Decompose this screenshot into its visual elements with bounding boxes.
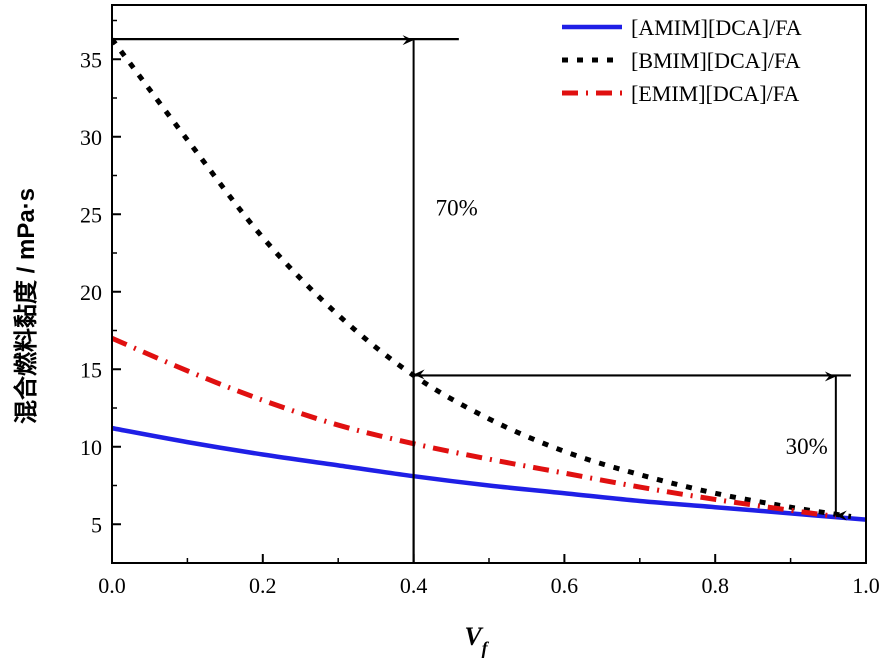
legend-label-2: [BMIM][DCA]/FA xyxy=(631,48,801,73)
x-tick-label: 0.2 xyxy=(249,573,277,598)
legend: [AMIM][DCA]/FA [BMIM][DCA]/FA [EMIM][DCA]/… xyxy=(562,15,802,106)
y-axis: 5 10 15 20 25 30 35 xyxy=(80,19,121,537)
x-axis-label-subscript: f xyxy=(482,638,490,658)
y-tick-label: 15 xyxy=(80,357,102,382)
series-layer xyxy=(112,37,866,522)
series-line-1 xyxy=(112,425,866,522)
y-tick-label: 10 xyxy=(80,435,102,460)
y-tick-label: 25 xyxy=(80,202,102,227)
arrow-label-1: 70% xyxy=(436,195,478,220)
x-tick-label: 0.6 xyxy=(551,573,579,598)
y-tick-label: 5 xyxy=(91,512,102,537)
y-axis-label: 混合燃料黏度 / mPa·s xyxy=(12,188,40,424)
x-axis: 0.0 0.2 0.4 0.6 0.8 1.0 xyxy=(98,554,880,598)
y-tick-label: 30 xyxy=(80,125,102,150)
series-line-2 xyxy=(112,37,852,519)
x-tick-label: 0.4 xyxy=(400,573,428,598)
annotations: 70% 30% xyxy=(402,35,847,521)
x-axis-label: Vf xyxy=(464,622,489,658)
x-axis-label-main: V xyxy=(464,622,484,651)
x-tick-label: 0.8 xyxy=(701,573,729,598)
legend-label-1: [AMIM][DCA]/FA xyxy=(631,15,802,40)
reference-lines xyxy=(112,37,851,563)
y-tick-label: 20 xyxy=(80,280,102,305)
x-tick-label: 0.0 xyxy=(98,573,126,598)
arrow-label-2: 30% xyxy=(786,434,828,459)
series-line-3 xyxy=(112,335,837,519)
x-tick-label: 1.0 xyxy=(852,573,880,598)
y-tick-label: 35 xyxy=(80,47,102,72)
legend-label-3: [EMIM][DCA]/FA xyxy=(631,81,799,106)
